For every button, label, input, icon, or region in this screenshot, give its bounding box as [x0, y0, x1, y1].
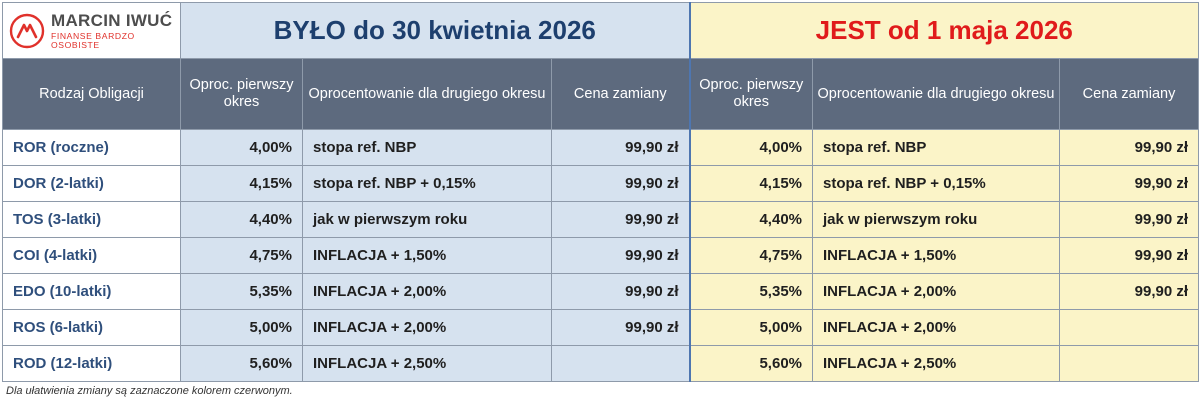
table-row: ROS (6-latki) 5,00% INFLACJA + 2,00% 99,… — [2, 309, 1200, 346]
new-first-period-rate: 4,40% — [688, 201, 814, 238]
new-exchange-price — [1059, 345, 1200, 382]
old-second-period-rate: INFLACJA + 2,00% — [302, 309, 552, 346]
old-first-period-rate: 5,00% — [180, 309, 303, 346]
new-second-period-rate: stopa ref. NBP + 0,15% — [812, 165, 1061, 202]
old-second-period-rate: INFLACJA + 2,50% — [302, 345, 552, 382]
new-first-period-rate: 5,35% — [688, 273, 814, 310]
logo: MARCIN IWUĆ FINANSE BARDZO OSOBISTE — [2, 2, 181, 59]
old-first-period-rate: 4,15% — [180, 165, 303, 202]
old-exchange-price: 99,90 zł — [550, 201, 691, 238]
new-second-period-rate: INFLACJA + 2,00% — [812, 273, 1061, 310]
old-exchange-price: 99,90 zł — [550, 237, 691, 274]
old-first-period-rate: 4,00% — [180, 129, 303, 166]
new-second-period-rate: INFLACJA + 2,50% — [812, 345, 1061, 382]
old-second-period-rate: jak w pierwszym roku — [302, 201, 552, 238]
old-first-period-rate: 4,40% — [180, 201, 303, 238]
bond-name: EDO (10-latki) — [2, 273, 181, 310]
old-exchange-price — [550, 345, 691, 382]
bond-name: ROD (12-latki) — [2, 345, 181, 382]
new-second-period-rate: jak w pierwszym roku — [812, 201, 1061, 238]
new-first-period-rate: 4,15% — [688, 165, 814, 202]
new-second-period-rate: stopa ref. NBP — [812, 129, 1061, 166]
bond-name: TOS (3-latki) — [2, 201, 181, 238]
table-row: ROD (12-latki) 5,60% INFLACJA + 2,50% 5,… — [2, 345, 1200, 382]
old-rules-title: BYŁO do 30 kwietnia 2026 — [179, 2, 691, 59]
brand-logo-icon — [9, 13, 45, 48]
new-exchange-price — [1059, 309, 1200, 346]
bond-name: COI (4-latki) — [2, 237, 181, 274]
col-header-old-exchange-price: Cena zamiany — [550, 58, 691, 130]
new-second-period-rate: INFLACJA + 2,00% — [812, 309, 1061, 346]
new-exchange-price: 99,90 zł — [1059, 165, 1200, 202]
col-header-type: Rodzaj Obligacji — [2, 58, 181, 130]
old-second-period-rate: stopa ref. NBP + 0,15% — [302, 165, 552, 202]
new-first-period-rate: 5,60% — [688, 345, 814, 382]
old-second-period-rate: INFLACJA + 2,00% — [302, 273, 552, 310]
new-first-period-rate: 4,00% — [688, 129, 814, 166]
bond-name: DOR (2-latki) — [2, 165, 181, 202]
old-first-period-rate: 5,60% — [180, 345, 303, 382]
group-header-row: MARCIN IWUĆ FINANSE BARDZO OSOBISTE BYŁO… — [2, 2, 1200, 59]
col-header-old-first-period: Oproc. pierwszy okres — [180, 58, 303, 130]
old-second-period-rate: stopa ref. NBP — [302, 129, 552, 166]
old-first-period-rate: 4,75% — [180, 237, 303, 274]
table-row: ROR (roczne) 4,00% stopa ref. NBP 99,90 … — [2, 129, 1200, 166]
old-exchange-price: 99,90 zł — [550, 129, 691, 166]
col-header-new-exchange-price: Cena zamiany — [1059, 58, 1200, 130]
logo-name: MARCIN IWUĆ — [51, 10, 173, 30]
old-first-period-rate: 5,35% — [180, 273, 303, 310]
old-exchange-price: 99,90 zł — [550, 273, 691, 310]
new-rules-title: JEST od 1 maja 2026 — [688, 2, 1200, 59]
footnote: Dla ułatwienia zmiany są zaznaczone kolo… — [6, 385, 293, 397]
new-exchange-price: 99,90 zł — [1059, 129, 1200, 166]
new-first-period-rate: 4,75% — [688, 237, 814, 274]
new-first-period-rate: 5,00% — [688, 309, 814, 346]
new-exchange-price: 99,90 zł — [1059, 273, 1200, 310]
col-header-new-first-period: Oproc. pierwszy okres — [688, 58, 814, 130]
old-exchange-price: 99,90 zł — [550, 309, 691, 346]
col-header-new-second-period: Oprocentowanie dla drugiego okresu — [812, 58, 1061, 130]
new-exchange-price: 99,90 zł — [1059, 237, 1200, 274]
bond-name: ROR (roczne) — [2, 129, 181, 166]
bond-name: ROS (6-latki) — [2, 309, 181, 346]
col-header-old-second-period: Oprocentowanie dla drugiego okresu — [302, 58, 552, 130]
table-row: EDO (10-latki) 5,35% INFLACJA + 2,00% 99… — [2, 273, 1200, 310]
table-row: COI (4-latki) 4,75% INFLACJA + 1,50% 99,… — [2, 237, 1200, 274]
old-exchange-price: 99,90 zł — [550, 165, 691, 202]
new-exchange-price: 99,90 zł — [1059, 201, 1200, 238]
old-second-period-rate: INFLACJA + 1,50% — [302, 237, 552, 274]
column-header-row: Rodzaj Obligacji Oproc. pierwszy okres O… — [2, 58, 1200, 130]
bond-comparison-table: MARCIN IWUĆ FINANSE BARDZO OSOBISTE BYŁO… — [2, 2, 1200, 382]
new-second-period-rate: INFLACJA + 1,50% — [812, 237, 1061, 274]
logo-subtitle: FINANSE BARDZO OSOBISTE — [51, 30, 135, 50]
table-row: TOS (3-latki) 4,40% jak w pierwszym roku… — [2, 201, 1200, 238]
table-row: DOR (2-latki) 4,15% stopa ref. NBP + 0,1… — [2, 165, 1200, 202]
